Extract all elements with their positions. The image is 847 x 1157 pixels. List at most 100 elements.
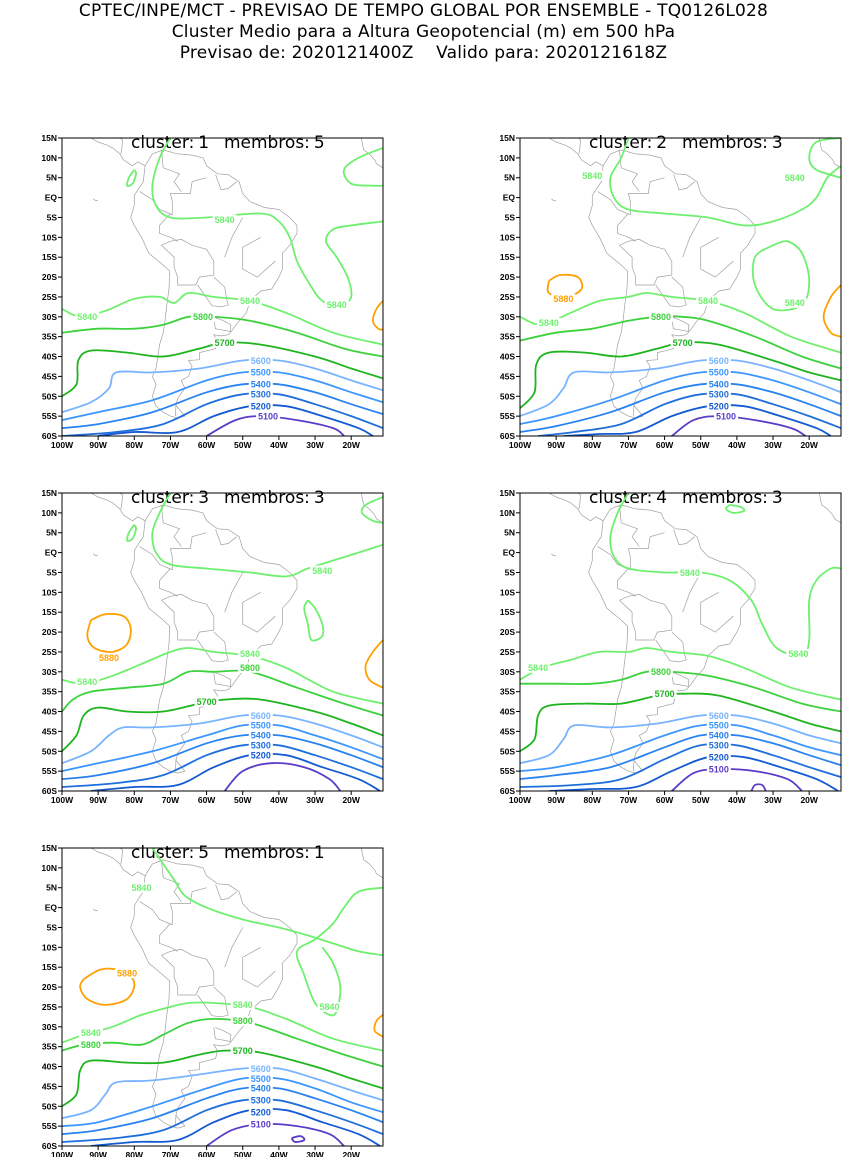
coastline-border	[577, 493, 582, 509]
contour-label: 5600	[251, 356, 271, 366]
coastline-border	[655, 631, 687, 663]
contour-label: 5800	[651, 667, 671, 677]
lat-tick-label: 15S	[42, 962, 57, 972]
lon-tick-label: 60W	[656, 795, 674, 805]
contour-label: 5100	[251, 1119, 271, 1129]
contour-label: 5840	[785, 298, 805, 308]
contour-line-5700	[520, 692, 841, 753]
lat-tick-label: 40S	[42, 707, 57, 717]
cluster-number: 2	[656, 133, 668, 153]
lat-tick-label: 40S	[500, 352, 515, 362]
contour-label-background	[248, 1063, 273, 1074]
contour-label-background	[248, 730, 273, 741]
coastline-border	[159, 923, 178, 952]
lon-tick-label: 30W	[764, 440, 782, 450]
lat-tick-label: 35S	[42, 332, 57, 342]
coastline-border	[682, 572, 702, 613]
contour-label: 5600	[251, 1064, 271, 1074]
contour-label: 5840	[215, 215, 235, 225]
contour-label: 5840	[698, 296, 718, 306]
contour-label: 5840	[788, 649, 808, 659]
lat-tick-label: 10S	[500, 232, 515, 242]
coastline-border	[548, 138, 604, 167]
contour-line-5880	[373, 1014, 383, 1038]
lat-tick-label: 35S	[42, 1042, 57, 1052]
lon-tick-label: 100W	[51, 795, 74, 805]
lat-tick-label: 60S	[42, 786, 57, 796]
contour-line-5840	[62, 291, 383, 346]
contour-label-background	[212, 337, 237, 348]
contour-label-background	[310, 565, 335, 576]
contour-label-background	[706, 379, 731, 390]
lon-tick-label: 80W	[126, 440, 144, 450]
coastline-border	[159, 213, 178, 242]
contour-label-background	[78, 1027, 103, 1038]
map-plot-area: 5840584058405800570056005500540053005200…	[62, 493, 383, 791]
contour-line-5840	[62, 647, 383, 705]
contour-label: 5400	[709, 380, 729, 390]
lat-tick-label: 25S	[500, 647, 515, 657]
lat-tick-label: 15N	[41, 488, 57, 498]
map-plot-area: 5840 5840 5840 5840 5840 5800 5700 5600 5500 5400…	[520, 138, 841, 436]
contour-label-background	[248, 379, 273, 390]
coastline-border	[548, 493, 604, 522]
lat-tick-label: 5N	[504, 528, 515, 538]
contour-label: 5600	[709, 711, 729, 721]
map-plot-area: 5840 5840 5840 5840 5800 5800 5700 560055005400…	[62, 848, 383, 1146]
contour-line-5800	[62, 1018, 383, 1068]
lat-tick-label: 15S	[42, 252, 57, 262]
lat-tick-label: 25S	[42, 1002, 57, 1012]
contour-label: 5200	[251, 1108, 271, 1118]
contour-label-background	[551, 293, 576, 304]
lat-tick-label: 55S	[500, 411, 515, 421]
coastline-border	[215, 174, 237, 191]
coastline-border	[588, 504, 756, 774]
coastline-border	[90, 138, 146, 167]
lat-tick-label: 45S	[500, 371, 515, 381]
lat-tick-label: 15S	[42, 607, 57, 617]
lon-tick-label: 100W	[51, 440, 74, 450]
lat-tick-label: 45S	[42, 1081, 57, 1091]
map-panel-5: 5840 5840 5840 5840 5800 5800 5700 560055005400…	[41, 843, 384, 1157]
lat-tick-label: EQ	[45, 548, 58, 558]
lat-tick-label: 5S	[47, 922, 58, 932]
contour-line-5840	[62, 1001, 383, 1052]
lat-tick-label: 25S	[42, 647, 57, 657]
lon-tick-label: 100W	[51, 1150, 74, 1157]
contour-label-background	[230, 999, 255, 1010]
coastline-border	[242, 236, 276, 278]
lat-tick-label: 20S	[42, 627, 57, 637]
lat-tick-label: EQ	[45, 903, 58, 913]
lat-tick-label: 20S	[42, 272, 57, 282]
coastline-border	[130, 149, 298, 419]
lat-tick-label: 15S	[500, 252, 515, 262]
contour-label-background	[248, 1095, 273, 1106]
coastline-border	[619, 149, 640, 192]
lon-tick-label: 80W	[584, 795, 602, 805]
lon-tick-label: 90W	[547, 795, 565, 805]
contour-label: 5300	[251, 741, 271, 751]
lon-tick-label: 70W	[620, 795, 638, 805]
contour-line-5840	[151, 493, 383, 578]
lon-tick-label: 50W	[234, 1150, 252, 1157]
contour-label-background	[706, 740, 731, 751]
coastline-border	[673, 174, 695, 191]
contour-label: 5880	[99, 653, 119, 663]
contour-line-5400	[62, 733, 383, 780]
contour-label-background	[237, 648, 262, 659]
contour-label-background	[248, 1073, 273, 1084]
contour-label: 5840	[582, 171, 602, 181]
map-frame	[61, 847, 384, 1147]
contour-label: 5840	[680, 568, 700, 578]
lon-tick-label: 90W	[89, 1150, 107, 1157]
contour-label: 5700	[233, 1046, 253, 1056]
coastline-border	[119, 138, 124, 154]
lat-tick-label: 50S	[42, 391, 57, 401]
figure-title-line-3: Previsao de: 2020121400Z Valido para: 20…	[179, 43, 668, 63]
contour-label: 5840	[312, 566, 332, 576]
lon-tick-label: 70W	[162, 795, 180, 805]
lat-tick-label: 5S	[47, 212, 58, 222]
contour-label-background	[786, 648, 811, 659]
contour-line-5200	[90, 1107, 381, 1146]
